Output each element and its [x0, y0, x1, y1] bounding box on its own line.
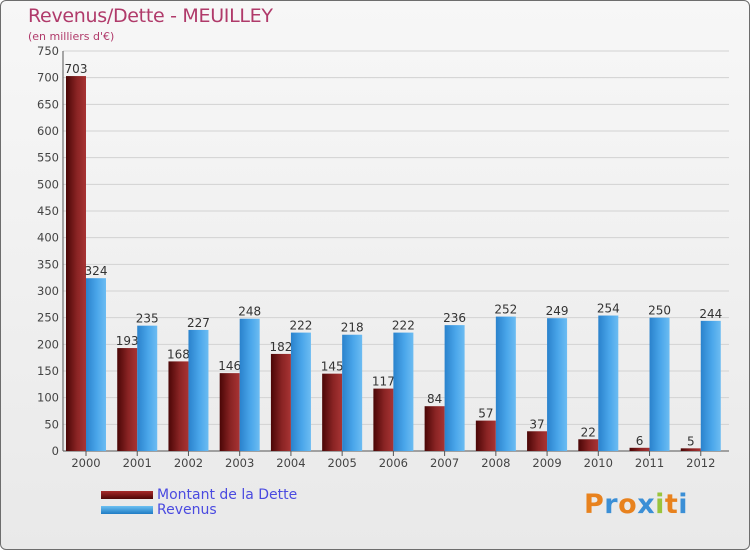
- bar-revenus-2007: [444, 325, 465, 451]
- x-tick-label: 2001: [123, 456, 152, 470]
- bar-dette-2004: [270, 353, 291, 451]
- bar-revenus-2001: [137, 325, 158, 451]
- bar-revenus-2011: [649, 317, 670, 451]
- y-tick-label: 750: [37, 44, 59, 58]
- bar-dette-2008: [475, 420, 496, 451]
- bar-revenus-2002: [188, 329, 209, 451]
- y-tick-label: 400: [37, 231, 59, 245]
- bar-revenus-2008: [495, 316, 516, 451]
- y-tick-label: 250: [37, 311, 59, 325]
- bar-dette-2000: [66, 76, 86, 452]
- data-label-dette-2005: 145: [321, 360, 344, 374]
- y-tick-label: 450: [37, 204, 59, 218]
- logo-letter: i: [655, 489, 665, 520]
- data-label-dette-2008: 57: [478, 407, 493, 421]
- x-tick-label: 2007: [430, 456, 459, 470]
- bar-revenus-2003: [239, 318, 260, 451]
- x-tick-label: 2000: [71, 456, 100, 470]
- bar-revenus-2000: [86, 278, 106, 451]
- bar-dette-2001: [117, 348, 138, 451]
- x-tick-label: 2004: [276, 456, 305, 470]
- bar-dette-2002: [168, 361, 189, 451]
- x-tick-label: 2002: [174, 456, 203, 470]
- data-label-revenus-2012: 244: [699, 307, 722, 321]
- bar-dette-2005: [322, 373, 343, 451]
- chart-subtitle: (en milliers d'€): [28, 30, 115, 43]
- data-label-revenus-2006: 222: [392, 319, 415, 333]
- bar-dette-2006: [373, 388, 394, 451]
- y-tick-label: 700: [37, 71, 59, 85]
- x-tick-label: 2010: [584, 456, 613, 470]
- bar-revenus-2009: [547, 318, 568, 451]
- proxiti-logo: Proxiti: [584, 489, 688, 520]
- legend-swatch-dette: [101, 491, 153, 499]
- bar-dette-2012: [680, 448, 701, 451]
- data-label-dette-2003: 146: [218, 359, 241, 373]
- data-label-revenus-2002: 227: [187, 316, 210, 330]
- bar-dette-2011: [629, 447, 650, 451]
- bar-dette-2009: [527, 431, 548, 451]
- legend-swatch-revenus: [101, 506, 153, 514]
- bar-revenus-2005: [342, 334, 363, 451]
- data-label-revenus-2001: 235: [136, 312, 159, 326]
- x-tick-label: 2008: [481, 456, 510, 470]
- logo-letter: P: [584, 489, 605, 520]
- x-tick-label: 2009: [532, 456, 561, 470]
- legend-label-revenus: Revenus: [157, 502, 217, 518]
- data-label-dette-2012: 5: [687, 434, 695, 448]
- y-tick-label: 300: [37, 284, 59, 298]
- bar-dette-2007: [424, 406, 445, 451]
- data-label-dette-2007: 84: [427, 392, 442, 406]
- y-tick-label: 50: [44, 417, 59, 431]
- y-tick-label: 0: [52, 444, 59, 458]
- data-label-dette-2001: 193: [116, 334, 139, 348]
- x-tick-label: 2011: [635, 456, 664, 470]
- legend-label-dette: Montant de la Dette: [157, 487, 298, 503]
- data-label-revenus-2011: 250: [648, 304, 671, 318]
- data-label-dette-2010: 22: [581, 425, 596, 439]
- y-tick-label: 350: [37, 257, 59, 271]
- x-tick-label: 2012: [686, 456, 715, 470]
- logo-letter: i: [678, 489, 689, 520]
- y-tick-label: 100: [37, 391, 59, 405]
- y-tick-label: 200: [37, 337, 59, 351]
- bar-dette-2010: [578, 439, 599, 451]
- logo-letter: o: [618, 489, 638, 520]
- x-tick-label: 2003: [225, 456, 254, 470]
- data-label-dette-2009: 37: [529, 417, 544, 431]
- data-label-revenus-2005: 218: [341, 321, 364, 335]
- data-label-revenus-2000: 324: [85, 264, 108, 278]
- y-tick-label: 500: [37, 177, 59, 191]
- y-tick-label: 550: [37, 151, 59, 165]
- logo-letter: x: [637, 489, 656, 520]
- data-label-revenus-2003: 248: [238, 305, 261, 319]
- y-tick-label: 600: [37, 124, 59, 138]
- bar-revenus-2010: [598, 315, 619, 451]
- bar-dette-2003: [219, 373, 240, 451]
- bar-revenus-2004: [290, 332, 311, 451]
- y-tick-label: 150: [37, 364, 59, 378]
- chart-title: Revenus/Dette - MEUILLEY: [28, 5, 273, 27]
- data-label-dette-2000: 703: [65, 62, 88, 76]
- data-label-revenus-2004: 222: [289, 319, 312, 333]
- data-label-dette-2006: 117: [372, 375, 395, 389]
- bar-revenus-2006: [393, 332, 414, 451]
- data-label-revenus-2007: 236: [443, 311, 466, 325]
- x-tick-label: 2006: [379, 456, 408, 470]
- data-label-dette-2002: 168: [167, 347, 190, 361]
- data-label-revenus-2008: 252: [494, 303, 517, 317]
- y-tick-label: 650: [37, 97, 59, 111]
- x-tick-label: 2005: [328, 456, 357, 470]
- data-label-revenus-2009: 249: [546, 304, 569, 318]
- data-label-revenus-2010: 254: [597, 302, 620, 316]
- logo-letter: r: [604, 489, 619, 520]
- bar-revenus-2012: [700, 320, 721, 451]
- data-label-dette-2004: 182: [269, 340, 292, 354]
- logo-letter: t: [664, 489, 679, 520]
- data-label-dette-2011: 6: [636, 434, 644, 448]
